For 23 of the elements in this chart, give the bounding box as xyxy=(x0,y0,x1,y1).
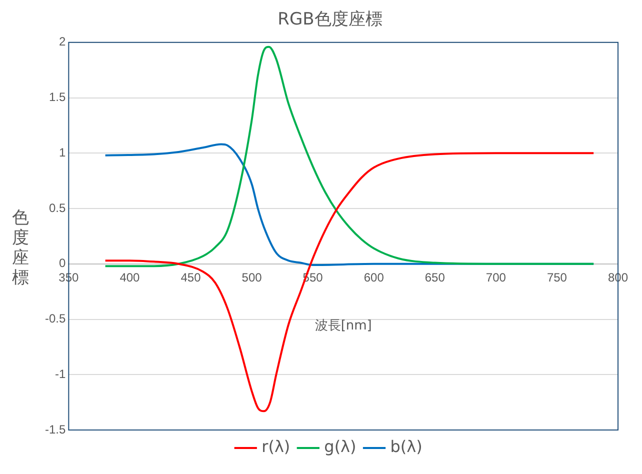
y-tick-label: 0.5 xyxy=(48,200,66,215)
chart-title: RGB色度座標 xyxy=(278,10,382,30)
legend-label: b(λ) xyxy=(390,437,422,456)
line-series xyxy=(104,46,595,268)
y-tick-label: 1 xyxy=(58,145,66,160)
x-tick-label: 750 xyxy=(546,270,568,284)
y-axis-title: 色度座標 xyxy=(12,208,30,288)
y-tick-label: 2 xyxy=(58,34,66,49)
x-tick-label: 600 xyxy=(364,270,384,284)
legend-label: r(λ) xyxy=(262,437,290,456)
x-tick-label: 400 xyxy=(120,270,140,284)
y-tick-label: 1.5 xyxy=(48,90,66,104)
x-tick-label: 450 xyxy=(180,270,202,284)
x-tick-label: 700 xyxy=(486,270,506,284)
y-tick-label: -0.5 xyxy=(44,312,66,326)
y-tick-label: 0 xyxy=(58,256,66,270)
y-tick-label: -1 xyxy=(55,366,66,381)
x-axis-title: 波長[nm] xyxy=(314,318,372,334)
legend-label: g(λ) xyxy=(324,437,356,456)
x-tick-label: 650 xyxy=(424,270,446,284)
x-tick-label: 500 xyxy=(242,270,262,284)
line-series xyxy=(104,152,595,412)
y-tick-label: -1.5 xyxy=(44,422,66,436)
